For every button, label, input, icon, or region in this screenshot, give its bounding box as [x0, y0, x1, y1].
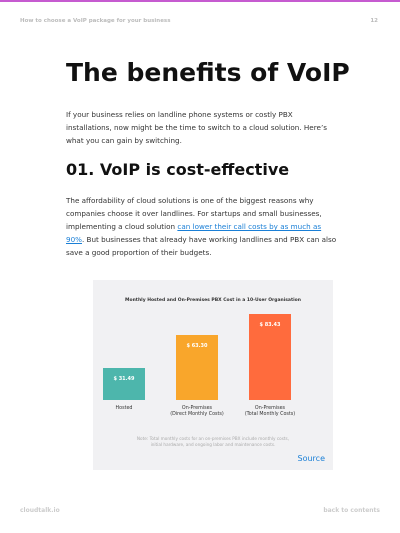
bar	[249, 314, 291, 400]
top-border	[0, 0, 400, 2]
footer-link[interactable]: back to contents	[323, 507, 380, 514]
chart-title: Monthly Hosted and On-Premises PBX Cost …	[125, 298, 301, 303]
value-label: $ 31.49	[113, 375, 135, 382]
paragraph: The affordability of cloud solutions is …	[66, 194, 338, 259]
category-label: On-Premises (Total Monthly Costs)	[244, 406, 296, 417]
link[interactable]: can lower their call costs by as much as…	[66, 222, 322, 244]
intro: If your business relies on landline phon…	[66, 110, 327, 145]
title: The benefits of VoIP	[66, 58, 350, 87]
footer-site: cloudtalk.io	[20, 507, 60, 514]
source-link[interactable]: Source	[297, 454, 325, 463]
value-label: $ 83.43	[259, 322, 281, 328]
page-number: 12	[370, 18, 378, 24]
text: The affordability of cloud solutions is …	[66, 196, 322, 231]
text: . But businesses that already have worki…	[66, 235, 337, 257]
header-title: How to choose a VoIP package for your bu…	[20, 18, 171, 24]
section-heading: 01. VoIP is cost-effective	[66, 160, 290, 179]
bar	[176, 334, 218, 400]
chart-note: Note: Total monthly costs for an on-prem…	[136, 436, 290, 447]
value-label: $ 63.30	[186, 342, 208, 349]
category-label: Hosted	[115, 406, 133, 411]
bar	[103, 367, 145, 400]
chart: Monthly Hosted and On-Premises PBX Cost …	[93, 280, 333, 470]
category-label: On-Premises (Direct Monthly Costs)	[170, 406, 224, 417]
